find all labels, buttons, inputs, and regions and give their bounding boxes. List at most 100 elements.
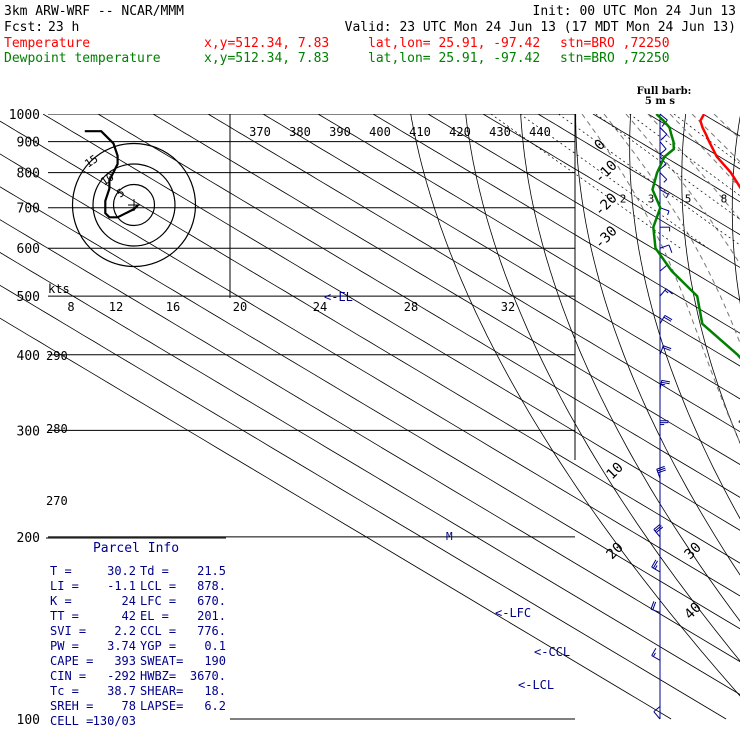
parcel-param-value: 42 xyxy=(122,609,136,623)
dry-adiabat xyxy=(465,114,740,662)
parcel-param-value: 201. xyxy=(197,609,226,623)
parcel-param-value: 6.2 xyxy=(204,699,226,713)
parcel-param-value: 776. xyxy=(197,624,226,638)
mixing-ratio-line xyxy=(519,114,709,249)
hodograph-ring-label: 10 xyxy=(98,170,116,188)
isotherm-tick-label: -10 xyxy=(592,157,621,186)
valid-time: Valid: 23 UTC Mon 24 Jun 13 (17 MDT Mon … xyxy=(345,20,736,35)
parcel-param-name: LFC = xyxy=(140,594,176,608)
theta-tick-label: 380 xyxy=(289,125,311,139)
wind-barb-flag xyxy=(661,379,671,383)
theta-tick-label: 390 xyxy=(329,125,351,139)
parcel-param-value: 0.1 xyxy=(204,639,226,653)
parcel-param-value: 3.74 xyxy=(107,639,136,653)
parcel-param-name: TT = xyxy=(50,609,79,623)
wind-barb-flag xyxy=(650,601,655,610)
hodograph-ring-label: 5 xyxy=(114,186,127,200)
mixing-ratio-tick-label: 3 xyxy=(648,193,655,206)
mixing-ratio-tick-label: 8 xyxy=(721,193,728,206)
theta-tick-label: 440 xyxy=(529,125,551,139)
moist-adiabat xyxy=(647,114,740,221)
moist-adiabat-tick-label: 12 xyxy=(109,300,123,314)
wind-barb xyxy=(659,315,666,325)
wind-barb-flag xyxy=(660,383,666,386)
parcel-param-value: -292 xyxy=(107,669,136,683)
isotherm xyxy=(0,153,740,597)
parcel-info-panel: Parcel Info T = 30.2 Td = 21.5 LI = -1.1 LCL = 8… xyxy=(46,537,226,728)
parcel-param-name: CAPE = xyxy=(50,654,93,668)
skew-diagram xyxy=(0,114,740,720)
isotherm xyxy=(0,120,740,564)
pressure-tick-label: 200 xyxy=(17,531,40,546)
wind-barb-flag xyxy=(652,652,656,657)
wind-barb xyxy=(651,655,661,661)
temp-legend-latlon: lat,lon= 25.91, -97.42 xyxy=(368,36,540,51)
dry-adiabat xyxy=(681,114,740,445)
isotherms xyxy=(0,114,740,720)
isotherm xyxy=(372,114,740,334)
dewpoint-line xyxy=(651,114,740,424)
parcel-param-name: Tc = xyxy=(50,684,79,698)
wind-barb-flag xyxy=(665,194,669,199)
parcel-param-value: 670. xyxy=(197,594,226,608)
hodograph-ring xyxy=(71,142,197,268)
parcel-param-value: 393 xyxy=(114,654,136,668)
sounding-profiles xyxy=(651,114,740,424)
pressure-tick-label: 800 xyxy=(17,167,40,182)
wind-barb xyxy=(659,244,670,249)
parcel-param-name: LAPSE= xyxy=(140,699,183,713)
wind-barb-flag xyxy=(655,526,664,533)
isotherm xyxy=(427,114,740,301)
isotherm xyxy=(0,219,740,663)
moist-adiabat xyxy=(581,114,740,444)
dew-legend-stn: stn=BRO ,72250 xyxy=(560,51,670,66)
wind-barb-flag xyxy=(657,467,666,472)
dry-adiabat xyxy=(575,114,740,576)
parcel-param-value: 78 xyxy=(122,699,136,713)
wind-barb xyxy=(659,172,668,180)
mixing-ratio-tick-label: 2 xyxy=(620,193,627,206)
parcel-param-value: 3670. xyxy=(190,669,226,683)
wind-barb xyxy=(653,711,661,720)
wind-barb-flag xyxy=(657,469,667,474)
wind-barb-flag xyxy=(656,465,665,470)
wind-barb-flag xyxy=(652,560,658,569)
wind-barb xyxy=(659,345,664,355)
mixing-ratio-line xyxy=(595,114,740,220)
isotherm-tick-label: 40 xyxy=(682,600,705,623)
dry-adiabats xyxy=(410,114,740,697)
lfc-label: <-LFC xyxy=(495,606,531,620)
temp-legend-stn: stn=BRO ,72250 xyxy=(560,36,670,51)
parcel-param-name: LI = xyxy=(50,579,79,593)
parcel-param-value: 2.2 xyxy=(114,624,136,638)
wind-barb xyxy=(650,608,661,613)
hodograph-trace xyxy=(84,130,139,219)
parcel-param-name: CIN = xyxy=(50,669,86,683)
temp-legend-xy: x,y=512.34, 7.83 xyxy=(204,36,329,51)
parcel-info-title: Parcel Info xyxy=(93,541,179,556)
lcl-label: <-LCL xyxy=(518,678,554,692)
wind-barb-flag xyxy=(651,648,657,656)
hodograph-ring-label: 15 xyxy=(82,152,100,170)
pressure-tick-label: 400 xyxy=(17,349,40,364)
parcel-panel-bg xyxy=(46,538,226,719)
parcel-param-name: SREH = xyxy=(50,699,93,713)
pressure-tick-label: 900 xyxy=(17,136,40,151)
isotherm xyxy=(152,114,740,465)
parcel-param-name: CCL = xyxy=(140,624,176,638)
pressure-tick-label: 600 xyxy=(17,242,40,257)
wind-barb-flag xyxy=(667,210,670,216)
ccl-label: <-CCL xyxy=(534,645,570,659)
parcel-param-name: K = xyxy=(50,594,72,608)
wind-barb-flag xyxy=(663,345,672,350)
dry-adiabat xyxy=(410,114,740,697)
temp-legend-name: Temperature xyxy=(4,36,90,51)
mixing-ratio-tick-label: 5 xyxy=(685,193,692,206)
dry-adiabat-tick-label: 290 xyxy=(46,349,68,363)
moist-adiabats xyxy=(581,114,740,444)
wind-barb xyxy=(659,113,668,121)
wind-barb-flag xyxy=(664,289,669,294)
theta-tick-label: 400 xyxy=(369,125,391,139)
